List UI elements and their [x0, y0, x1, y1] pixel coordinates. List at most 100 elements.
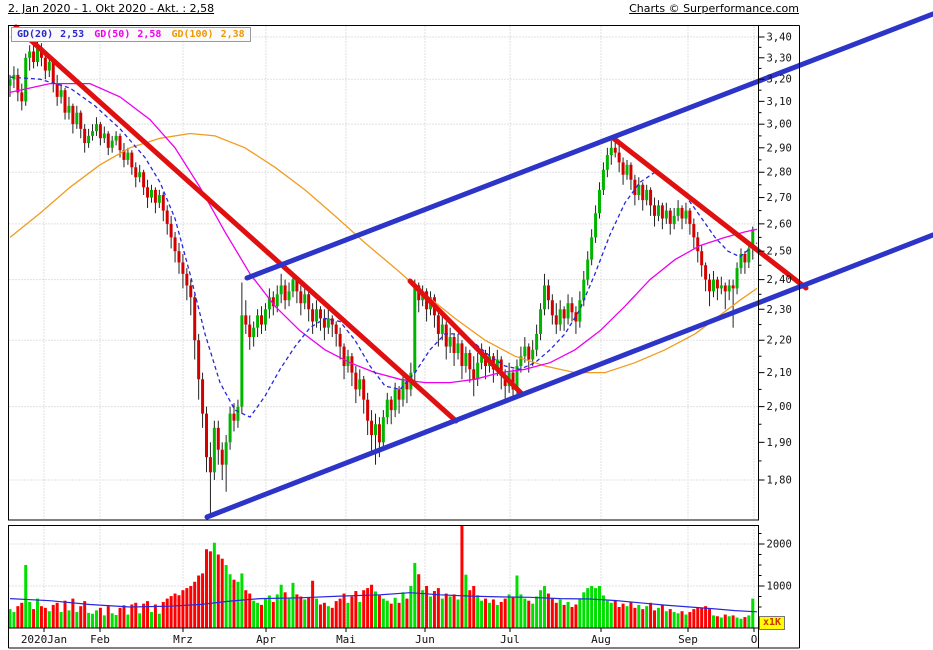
candle-down	[700, 251, 704, 266]
volume-bar	[346, 602, 350, 628]
volume-tick-label: 1000	[767, 581, 792, 593]
price-tick-label: 2,90	[767, 142, 792, 154]
price-tick-label: 2,20	[767, 335, 792, 347]
candle-down	[629, 164, 633, 180]
volume-bar	[440, 598, 444, 628]
volume-bar	[523, 598, 527, 628]
candle-down	[527, 346, 531, 360]
volume-bar	[177, 595, 181, 628]
candle-down	[554, 315, 558, 325]
month-label: 2020Jan	[21, 633, 67, 646]
trendline-downtrend-aug-oct	[610, 135, 809, 291]
candle-up	[578, 300, 582, 322]
volume-bar	[263, 598, 267, 628]
candle-up	[236, 406, 240, 421]
candle-up	[315, 309, 319, 322]
candle-up	[719, 285, 723, 289]
volume-bar	[173, 593, 177, 628]
volume-bar	[189, 586, 193, 628]
volume-bar	[260, 604, 264, 628]
volume-bar	[122, 605, 126, 628]
volume-bar	[315, 598, 319, 628]
volume-bar	[609, 602, 613, 628]
provider-credit-link[interactable]: Charts © Surperformance.com	[629, 2, 799, 15]
chart-date-range-title: 2. Jan 2020 - 1. Okt 2020 - Akt. : 2,58	[8, 2, 215, 15]
volume-bar	[747, 615, 751, 628]
volume-bar	[708, 609, 712, 628]
candle-up	[228, 413, 232, 443]
volume-bar	[401, 592, 405, 628]
volume-bar	[212, 542, 216, 628]
candle-up	[59, 90, 63, 97]
candle-up	[539, 309, 543, 334]
volume-bar	[448, 596, 452, 628]
volume-bar	[464, 574, 468, 628]
candle-up	[598, 189, 601, 214]
candle-up	[672, 215, 676, 224]
volume-bar	[656, 607, 660, 628]
candle-down	[63, 90, 67, 113]
volume-bar	[79, 606, 83, 628]
price-tick-label: 3,30	[767, 52, 792, 64]
volume-bar	[185, 588, 189, 628]
candle-down	[83, 128, 87, 144]
volume-bar	[503, 598, 507, 628]
candle-up	[385, 399, 389, 418]
candle-down	[649, 189, 653, 206]
candle-up	[558, 309, 562, 325]
candle-down	[633, 179, 637, 195]
candle-down	[743, 253, 747, 263]
price-tick-label: 1,80	[767, 475, 792, 487]
volume-bar	[719, 617, 723, 628]
ma50-line	[9, 82, 758, 384]
volume-bar	[397, 602, 401, 628]
candle-up	[711, 279, 715, 292]
candle-down	[181, 262, 185, 274]
candle-down	[562, 309, 566, 319]
candle-down	[271, 297, 275, 307]
volume-bar	[283, 592, 287, 628]
volume-bar	[546, 593, 550, 628]
volume-bar	[362, 590, 366, 628]
volume-bar	[566, 601, 570, 628]
price-tick-label: 3,20	[767, 74, 792, 86]
candle-up	[735, 268, 739, 289]
candle-down	[668, 210, 672, 224]
volume-bar	[511, 596, 515, 628]
volume-bar	[91, 613, 95, 628]
candle-up	[656, 205, 660, 216]
candle-up	[448, 337, 452, 347]
volume-bar	[727, 616, 731, 628]
candle-down	[444, 324, 448, 347]
candle-down	[322, 318, 326, 328]
candle-down	[617, 152, 621, 163]
candle-up	[739, 253, 743, 269]
candle-up	[287, 291, 291, 301]
candle-down	[688, 210, 692, 224]
volume-bar	[32, 609, 36, 628]
candle-down	[71, 105, 75, 125]
candle-down	[16, 74, 20, 93]
volume-bar	[98, 607, 102, 628]
candle-up	[440, 324, 444, 334]
candle-up	[358, 379, 362, 390]
candle-down	[731, 285, 735, 289]
volume-bar	[39, 606, 43, 628]
candle-up	[87, 135, 91, 144]
candle-up	[252, 327, 256, 338]
volume-bar	[409, 586, 413, 628]
candle-down	[460, 343, 464, 367]
volume-bar	[161, 601, 165, 628]
candle-down	[653, 205, 657, 216]
volume-bar	[279, 584, 283, 628]
volume-bar	[232, 579, 236, 628]
volume-bar	[684, 614, 688, 628]
candle-down	[472, 369, 476, 380]
volume-bar	[562, 604, 566, 628]
candle-down	[260, 315, 264, 325]
candles-group	[9, 41, 755, 516]
candle-up	[535, 333, 539, 350]
candle-down	[220, 449, 224, 465]
trendline-downtrend-jun	[407, 278, 525, 397]
